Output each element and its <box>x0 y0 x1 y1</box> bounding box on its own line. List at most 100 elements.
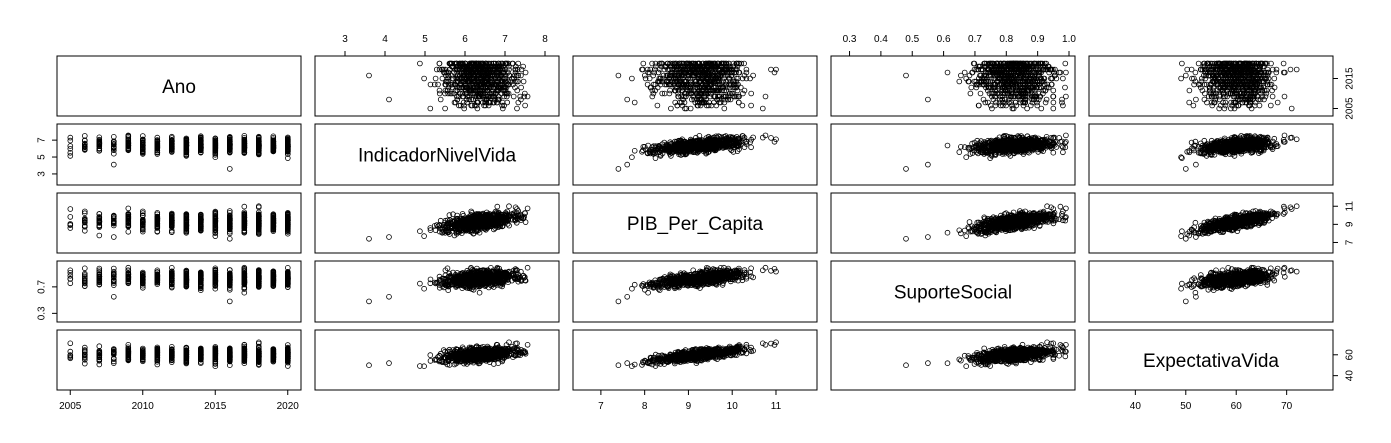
data-point <box>474 84 480 91</box>
data-point <box>449 84 456 91</box>
data-point <box>455 63 461 70</box>
data-point <box>650 72 656 79</box>
data-point <box>629 75 635 82</box>
data-point <box>692 60 699 67</box>
data-point <box>748 102 754 109</box>
data-point <box>459 90 466 97</box>
data-point <box>652 63 659 70</box>
data-point <box>466 66 472 73</box>
data-point <box>1201 96 1208 103</box>
data-point <box>487 72 493 79</box>
data-point <box>489 66 496 73</box>
data-point <box>436 90 443 97</box>
data-point <box>903 72 909 79</box>
data-point <box>506 66 512 73</box>
data-point <box>1191 81 1197 88</box>
data-point <box>472 69 479 76</box>
data-point <box>491 63 498 70</box>
data-point <box>495 63 502 70</box>
data-point <box>720 66 726 73</box>
data-point <box>966 72 973 79</box>
data-point <box>1183 72 1189 79</box>
data-point <box>1269 93 1276 100</box>
data-point <box>445 84 452 91</box>
data-point <box>517 93 523 100</box>
data-point <box>439 66 446 73</box>
data-point <box>479 78 485 85</box>
data-point <box>975 102 982 109</box>
data-point <box>747 75 753 82</box>
data-point <box>743 66 750 73</box>
data-point <box>482 66 488 73</box>
data-point <box>958 72 964 79</box>
data-point <box>474 105 481 112</box>
data-point <box>1186 99 1192 106</box>
data-point <box>461 84 467 91</box>
data-point <box>417 60 423 67</box>
data-point <box>667 87 673 94</box>
data-point <box>743 69 750 76</box>
data-point <box>486 84 493 91</box>
data-point <box>1268 102 1274 109</box>
data-point <box>1050 105 1057 112</box>
data-point <box>649 93 656 100</box>
data-point <box>732 93 738 100</box>
data-point <box>659 75 666 82</box>
data-point <box>454 72 461 79</box>
data-point <box>454 96 461 103</box>
data-point <box>499 105 506 112</box>
data-point <box>446 66 453 73</box>
data-point <box>489 72 495 79</box>
data-point <box>501 102 507 109</box>
data-point <box>511 75 517 82</box>
data-point <box>682 78 688 85</box>
data-point <box>1059 96 1065 103</box>
data-point <box>521 90 528 97</box>
data-point <box>470 60 477 67</box>
data-point <box>647 66 654 73</box>
data-point <box>442 81 449 88</box>
data-point <box>436 66 443 73</box>
data-point <box>490 63 496 70</box>
data-point <box>433 66 440 73</box>
data-point <box>494 87 501 94</box>
data-point <box>762 93 769 100</box>
data-point <box>646 75 653 82</box>
data-point <box>421 75 427 82</box>
data-point <box>1264 66 1271 73</box>
data-point <box>973 84 980 91</box>
data-point <box>615 72 622 79</box>
data-point <box>496 96 502 103</box>
data-point <box>655 69 662 76</box>
data-point <box>481 72 488 79</box>
data-point <box>696 96 702 103</box>
data-point <box>474 78 481 85</box>
data-point <box>683 105 690 112</box>
panel-frame <box>314 55 560 117</box>
data-point <box>442 72 449 79</box>
data-point <box>460 99 467 106</box>
data-point <box>1228 105 1234 112</box>
data-point <box>483 63 490 70</box>
panel-frame <box>56 55 302 117</box>
data-point <box>510 93 517 100</box>
data-point <box>495 60 502 67</box>
data-point <box>449 75 456 82</box>
data-point <box>452 99 459 106</box>
data-point <box>688 96 695 103</box>
panel-r0-c4 <box>1088 55 1334 117</box>
data-point <box>469 75 475 82</box>
data-point <box>702 99 709 106</box>
data-point <box>771 69 778 76</box>
data-point <box>475 66 482 73</box>
data-point <box>1063 69 1069 76</box>
data-point <box>1042 99 1049 106</box>
data-point <box>773 66 779 73</box>
data-point <box>452 87 459 94</box>
data-point <box>521 93 527 100</box>
data-point <box>748 144 754 151</box>
data-point <box>703 102 710 109</box>
data-point <box>485 87 492 94</box>
data-point <box>503 81 509 88</box>
data-point <box>111 134 117 140</box>
